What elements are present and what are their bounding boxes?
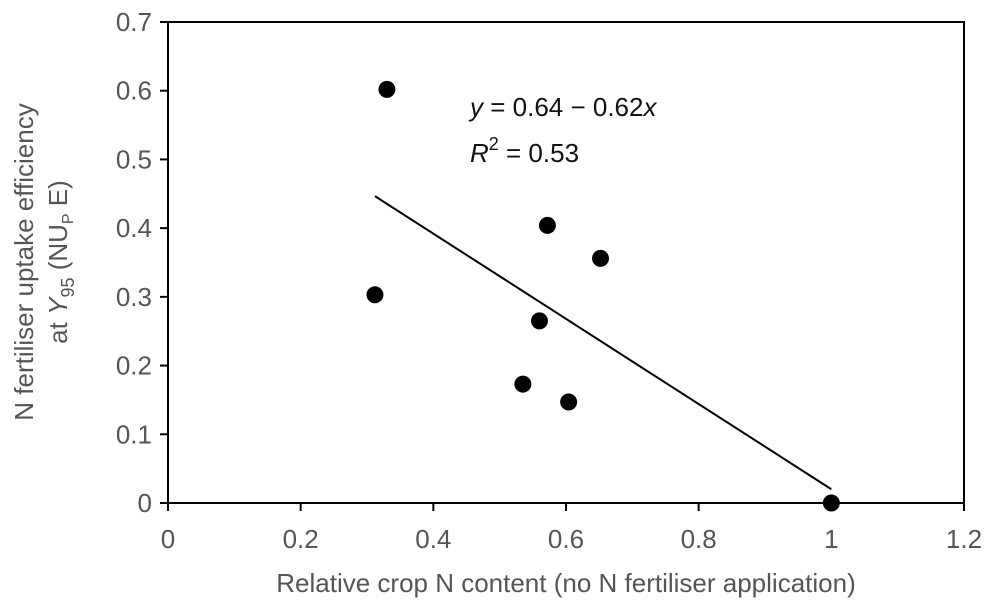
x-tick-label: 0.4 [415,524,451,554]
x-axis-title: Relative crop N content (no N fertiliser… [276,568,855,598]
y-tick-label: 0.2 [116,351,152,381]
y-title-mid-sub: P [60,213,77,224]
y-title-var: Y [43,296,73,315]
x-tick-label: 0.2 [283,524,319,554]
y-tick-label: 0.5 [116,144,152,174]
x-tick-label: 0 [161,524,175,554]
y-axis-title-line1: N fertiliser uptake efficiency [9,103,39,420]
y-tick-label: 0.1 [116,419,152,449]
regression-line [374,195,832,491]
y-title-mid: (NU [43,224,73,277]
equation-middle: = 0.64 − 0.62 [483,92,643,122]
data-point [366,286,384,304]
r-squared: R2 = 0.53 [470,134,579,168]
equation-y-var: y [468,92,485,122]
r2-value: = 0.53 [499,138,579,168]
y-tick-label: 0 [138,488,152,518]
y-tick-label: 0.3 [116,282,152,312]
data-point [591,249,609,267]
y-tick-label: 0.6 [116,76,152,106]
y-title-suffix: E) [43,180,73,213]
y-title-var-sub: 95 [58,278,78,298]
data-point [378,80,396,98]
data-point [822,494,840,512]
x-tick-label: 0.8 [681,524,717,554]
r2-var: R [470,138,489,168]
r2-superscript: 2 [489,134,499,154]
x-tick-label: 1.2 [946,524,982,554]
x-tick-label: 1 [824,524,838,554]
y-axis-title: N fertiliser uptake efficiency at Y95 (N… [9,103,78,420]
regression-line-group [374,195,832,491]
equation-x-var: x [641,92,657,122]
y-tick-label: 0.7 [116,7,152,37]
data-point [530,312,548,330]
y-title-prefix: at [43,315,73,344]
data-point [560,393,578,411]
data-point [514,375,532,393]
x-tick-label: 0.6 [548,524,584,554]
data-point [538,216,556,234]
y-tick-label: 0.4 [116,213,152,243]
regression-equation: y = 0.64 − 0.62x [468,92,657,122]
data-points [366,80,840,512]
y-axis-title-line2: at Y95 (NUP E) [43,180,78,344]
y-axis-ticks: 0 0.1 0.2 0.3 0.4 0.5 0.6 0.7 [116,7,168,518]
x-axis-ticks: 0 0.2 0.4 0.6 0.8 1 1.2 [161,503,982,554]
